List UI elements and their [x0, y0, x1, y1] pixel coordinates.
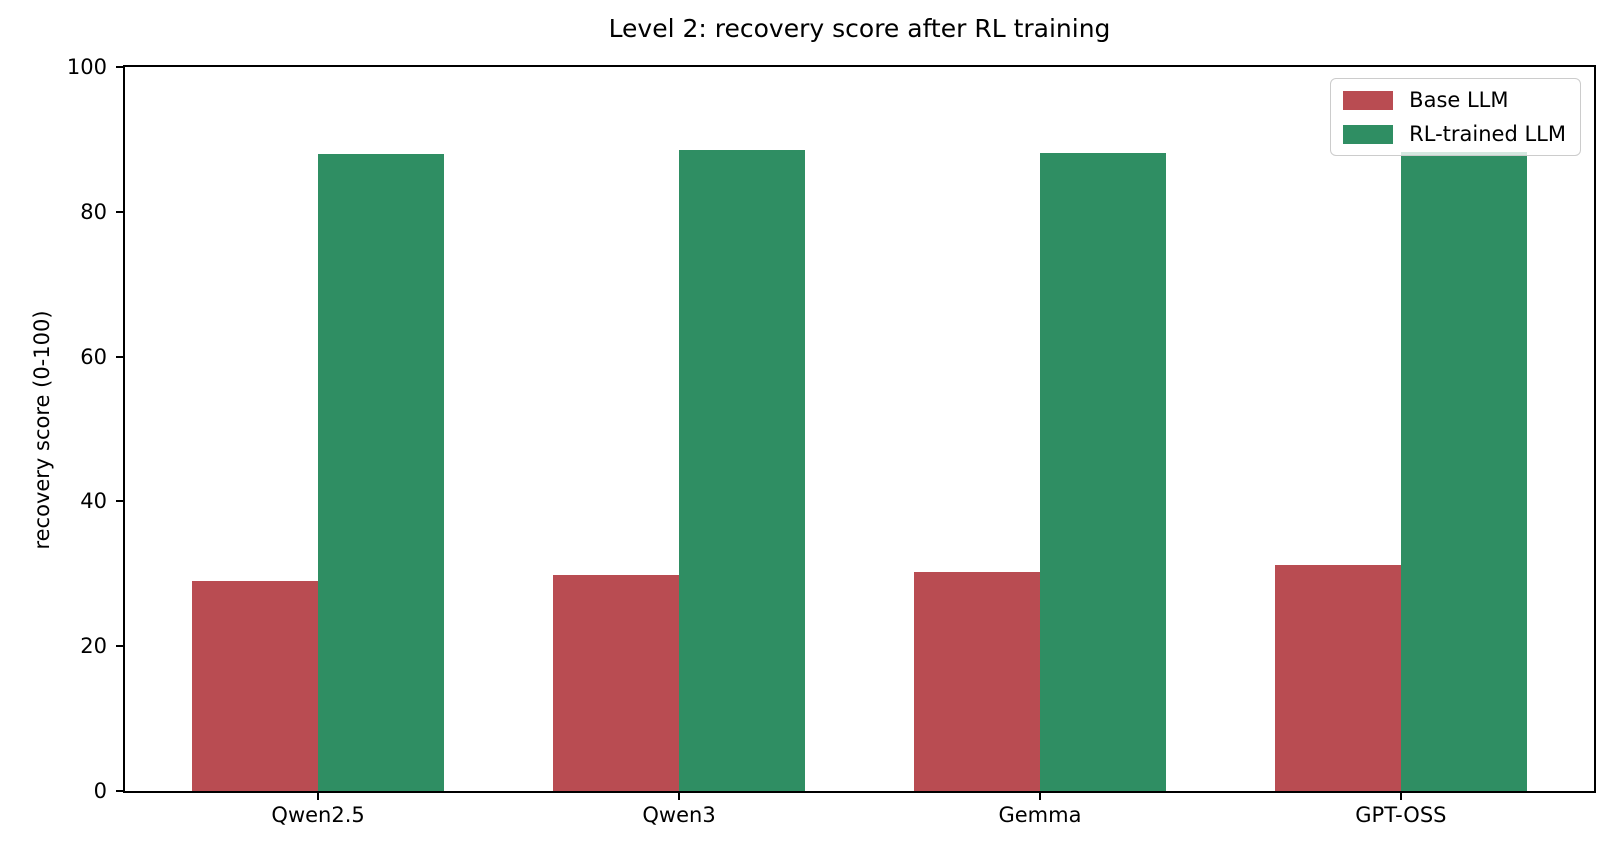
y-axis-label: recovery score (0-100): [30, 310, 54, 550]
legend-item-rl-trained-llm: RL-trained LLM: [1343, 122, 1566, 146]
y-tick-mark-0: [116, 790, 123, 792]
y-tick-label-100: 100: [66, 55, 107, 79]
legend-label: RL-trained LLM: [1409, 122, 1566, 146]
bar-base-llm-gpt-oss: [1274, 565, 1401, 791]
y-tick-mark-20: [116, 645, 123, 648]
x-tick-mark-qwen3: [678, 793, 681, 800]
y-tick-label-40: 40: [80, 489, 107, 514]
y-tick-mark-100: [116, 66, 123, 68]
bar-rl-trained-llm-gemma: [1039, 153, 1167, 791]
y-tick-label-0: 0: [93, 779, 107, 803]
bar-rl-trained-llm-qwen3: [679, 150, 806, 791]
legend-item-base-llm: Base LLM: [1343, 88, 1566, 112]
plot-area: Base LLM RL-trained LLM 0 20 40 60 80 100 Qwen2…: [67, 55, 1596, 827]
x-tick-label-gemma: Gemma: [998, 803, 1082, 827]
bar-base-llm-qwen2-5: [191, 581, 319, 791]
bar-rl-trained-llm-qwen2-5: [318, 153, 445, 791]
legend-swatch-icon: [1343, 124, 1394, 144]
x-tick-mark-gemma: [1038, 793, 1041, 800]
x-tick-label-gpt-oss: GPT-OSS: [1355, 803, 1447, 827]
x-tick-label-qwen3: Qwen3: [642, 803, 716, 827]
y-tick-mark-80: [116, 210, 123, 213]
y-tick-mark-60: [116, 355, 123, 358]
bar-base-llm-gemma: [913, 571, 1040, 791]
y-tick-label-60: 60: [80, 344, 107, 369]
bars-layer: [125, 67, 1594, 791]
x-tick-label-qwen2-5: Qwen2.5: [271, 803, 365, 827]
bar-rl-trained-llm-gpt-oss: [1400, 152, 1528, 791]
x-tick-mark-gpt-oss: [1399, 793, 1402, 800]
x-tick-mark-qwen2-5: [317, 793, 320, 800]
legend-label: Base LLM: [1409, 88, 1509, 112]
legend: Base LLM RL-trained LLM: [1330, 78, 1581, 156]
chart-title: Level 2: recovery score after RL trainin…: [608, 14, 1111, 43]
y-tick-label-20: 20: [80, 634, 107, 659]
legend-swatch-icon: [1343, 90, 1394, 110]
y-tick-label-80: 80: [80, 199, 107, 224]
y-tick-mark-40: [116, 500, 123, 503]
bar-base-llm-qwen3: [552, 575, 680, 791]
